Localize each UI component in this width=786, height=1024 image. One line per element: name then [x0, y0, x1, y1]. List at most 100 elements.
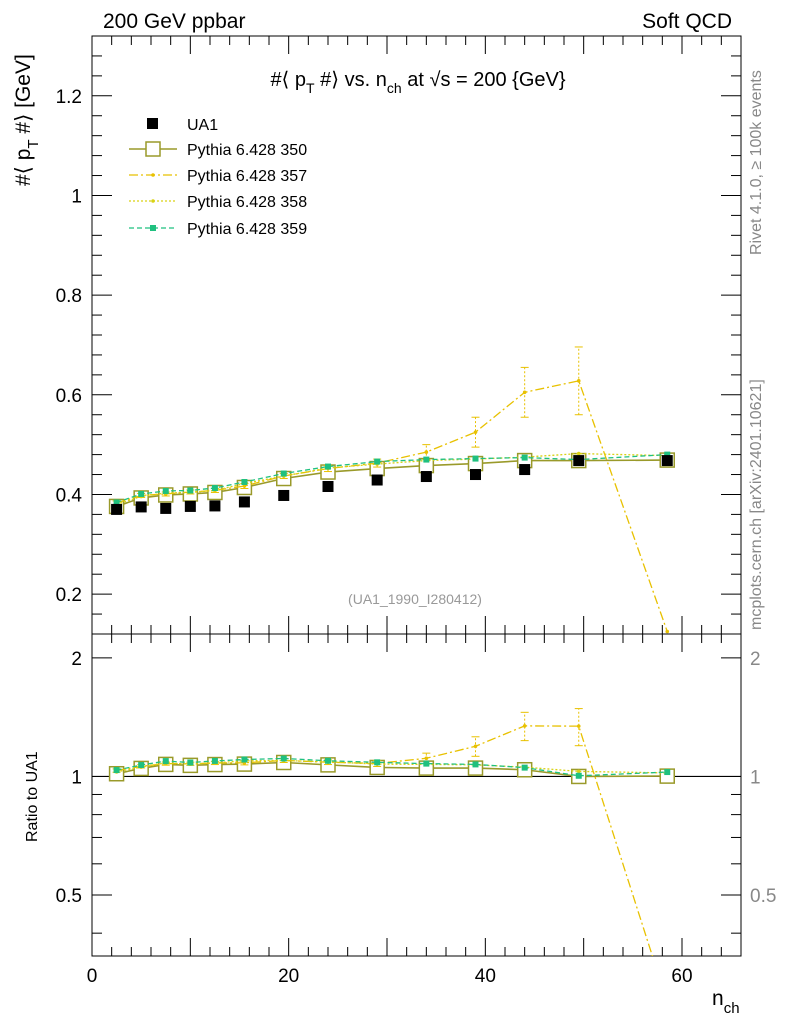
- x-tick-label: 0: [87, 966, 98, 987]
- ratio-point-p357: [665, 1000, 669, 1004]
- main-data-layer: [108, 346, 675, 634]
- ratio-y-label: Ratio to UA1: [24, 751, 41, 842]
- point-p359: [374, 458, 381, 465]
- ratio-point-p357: [522, 724, 527, 728]
- legend-label-ua1: UA1: [187, 117, 218, 134]
- title-prefix: #⟨ p: [270, 69, 306, 91]
- point-ua1: [573, 455, 585, 467]
- ratio-point-p358: [576, 769, 581, 774]
- x-tick-label: 20: [278, 966, 299, 987]
- point-p359: [521, 454, 528, 461]
- rivet-label: Rivet 4.1.0, ≥ 100k events: [748, 70, 765, 255]
- point-ua1: [470, 469, 481, 481]
- y-tick-label: 0.6: [56, 386, 82, 407]
- point-p357: [576, 379, 581, 383]
- ylabel-suffix: #⟩ [GeV]: [12, 54, 35, 139]
- point-p357: [242, 484, 247, 488]
- legend-label-357: Pythia 6.428 357: [187, 168, 307, 185]
- mcplots-label: mcplots.cern.ch [arXiv:2401.10621]: [748, 379, 765, 630]
- legend-marker-358: [151, 199, 155, 203]
- x-tick-label: 60: [671, 966, 692, 987]
- point-p359: [280, 470, 287, 477]
- legend: UA1 Pythia 6.428 350 Pythia 6.428 357 Py…: [129, 117, 307, 238]
- ratio-point-p359: [162, 758, 169, 765]
- point-p359: [241, 479, 248, 486]
- header-left: 200 GeV ppbar: [103, 10, 245, 33]
- point-ua1: [322, 480, 334, 492]
- legend-marker-357: [151, 173, 155, 177]
- point-ua1: [135, 501, 147, 513]
- point-ua1: [111, 503, 123, 515]
- ratio-point-p359: [472, 761, 479, 768]
- point-ua1: [184, 500, 196, 512]
- ratio-tick-label-right: 0.5: [750, 886, 776, 907]
- point-p359: [664, 451, 671, 458]
- ratio-point-p357: [576, 724, 581, 728]
- ratio-point-p357: [473, 744, 478, 749]
- point-p359: [138, 490, 145, 497]
- ratio-tick-label-right: 2: [750, 649, 761, 670]
- point-ua1: [278, 489, 290, 501]
- ratio-data-layer: [92, 708, 741, 1004]
- point-ua1: [661, 455, 673, 467]
- point-ua1: [371, 474, 383, 486]
- point-ua1: [420, 471, 432, 483]
- y-tick-label: 0.8: [56, 286, 82, 307]
- main-axis-ticks: 0.2 0.4 0.6 0.8 1 1.2: [56, 36, 742, 635]
- ratio-line-p357: [116, 725, 654, 956]
- ratio-line-p359: [116, 757, 668, 777]
- x-axis-label: nch: [712, 987, 740, 1017]
- ratio-tick-label: 2: [71, 649, 82, 670]
- legend-marker-359: [150, 225, 156, 231]
- title-sub-ch: ch: [387, 80, 402, 96]
- legend-label-358: Pythia 6.428 358: [187, 194, 307, 211]
- y-tick-label: 0.2: [56, 585, 82, 606]
- point-p357: [522, 390, 527, 395]
- y-axis-label: #⟨ pT #⟩ [GeV]: [12, 54, 42, 186]
- ratio-point-p359: [423, 760, 430, 767]
- ratio-point-p359: [187, 759, 194, 766]
- ratio-point-p359: [280, 755, 287, 762]
- title-sub-t: T: [306, 80, 315, 96]
- title-suffix: at √s = 200 {GeV}: [402, 69, 566, 91]
- point-ua1: [238, 496, 250, 508]
- point-p359: [472, 455, 479, 462]
- ratio-point-p357: [424, 756, 429, 761]
- point-p357: [665, 629, 670, 634]
- y-tick-label: 0.4: [56, 485, 83, 506]
- point-ua1: [519, 464, 531, 476]
- ratio-point-p359: [521, 764, 528, 771]
- ratio-point-p359: [325, 757, 331, 764]
- point-p359: [187, 487, 194, 494]
- point-p359: [423, 456, 430, 463]
- point-p359: [113, 499, 120, 506]
- point-p359: [162, 487, 169, 494]
- ratio-panel-frame: [91, 633, 742, 957]
- ratio-tick-label: 0.5: [56, 886, 82, 907]
- legend-label-350: Pythia 6.428 350: [187, 142, 307, 159]
- xlabel-base: n: [712, 987, 724, 1010]
- ratio-point-p359: [138, 762, 145, 769]
- chart-title: #⟨ pT #⟩ vs. nch at √s = 200 {GeV}: [270, 69, 565, 96]
- point-ua1: [160, 502, 172, 514]
- point-p357: [424, 450, 429, 454]
- title-middle: #⟩ vs. n: [315, 69, 387, 91]
- y-tick-label: 1.2: [56, 87, 82, 108]
- ratio-point-p359: [664, 769, 671, 776]
- header-right: Soft QCD: [642, 10, 732, 33]
- x-tick-label: 40: [475, 966, 496, 987]
- ratio-point-p359: [575, 772, 582, 779]
- ratio-tick-label-right: 1: [750, 767, 761, 788]
- xlabel-sub: ch: [724, 1000, 740, 1017]
- y-tick-label: 1: [71, 186, 82, 207]
- point-p359: [211, 484, 218, 491]
- point-p358: [576, 451, 581, 456]
- ratio-point-p359: [113, 767, 120, 774]
- point-p357: [473, 430, 478, 434]
- legend-marker-350: [145, 141, 161, 157]
- ratio-point-p359: [241, 756, 248, 763]
- analysis-id: (UA1_1990_I280412): [348, 591, 482, 607]
- ratio-point-p359: [211, 757, 218, 764]
- legend-marker-ua1: [147, 118, 158, 129]
